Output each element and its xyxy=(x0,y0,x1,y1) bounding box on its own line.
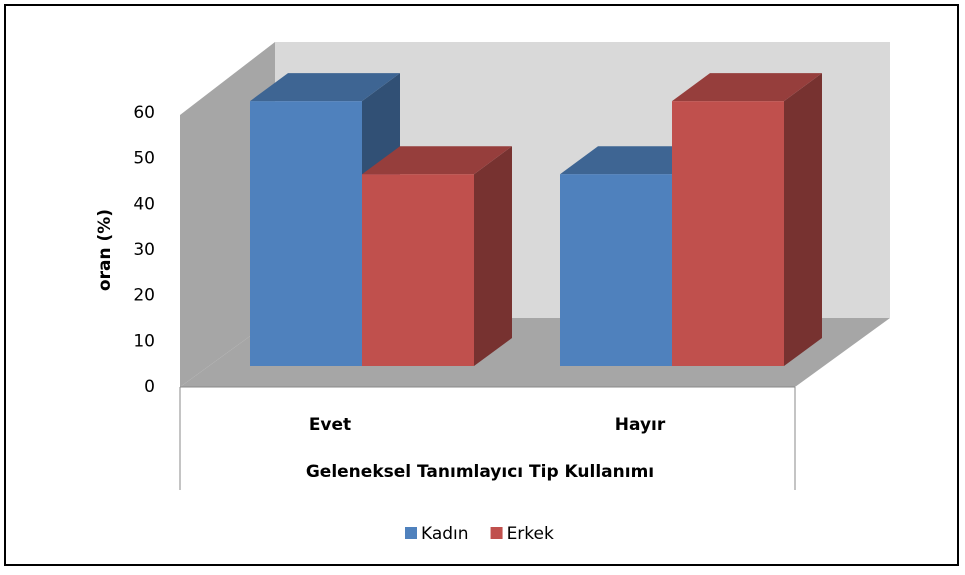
bar-top xyxy=(672,73,822,102)
legend-label: Erkek xyxy=(507,524,554,544)
bar-side xyxy=(784,73,822,366)
x-tick-label: Hayır xyxy=(615,415,666,435)
bar xyxy=(362,174,474,366)
bar xyxy=(560,174,672,366)
x-axis-title: Geleneksel Tanımlayıcı Tip Kullanımı xyxy=(306,462,654,482)
y-tick-label: 0 xyxy=(144,377,155,397)
y-tick-label: 10 xyxy=(133,331,155,351)
bar-top xyxy=(362,146,512,175)
y-tick-label: 40 xyxy=(133,194,155,214)
legend-swatch xyxy=(490,527,503,539)
legend-label: Kadın xyxy=(421,524,469,544)
y-tick-label: 20 xyxy=(133,286,155,306)
legend-swatch xyxy=(405,527,417,539)
y-axis-title: oran (%) xyxy=(95,209,115,291)
bar-top xyxy=(250,73,400,102)
x-tick-label: Evet xyxy=(309,415,351,435)
bar xyxy=(672,101,784,366)
bar xyxy=(250,101,362,366)
y-tick-label: 30 xyxy=(133,240,155,260)
y-tick-label: 60 xyxy=(133,103,155,123)
bar-side xyxy=(474,146,512,366)
y-tick-label: 50 xyxy=(133,149,155,169)
